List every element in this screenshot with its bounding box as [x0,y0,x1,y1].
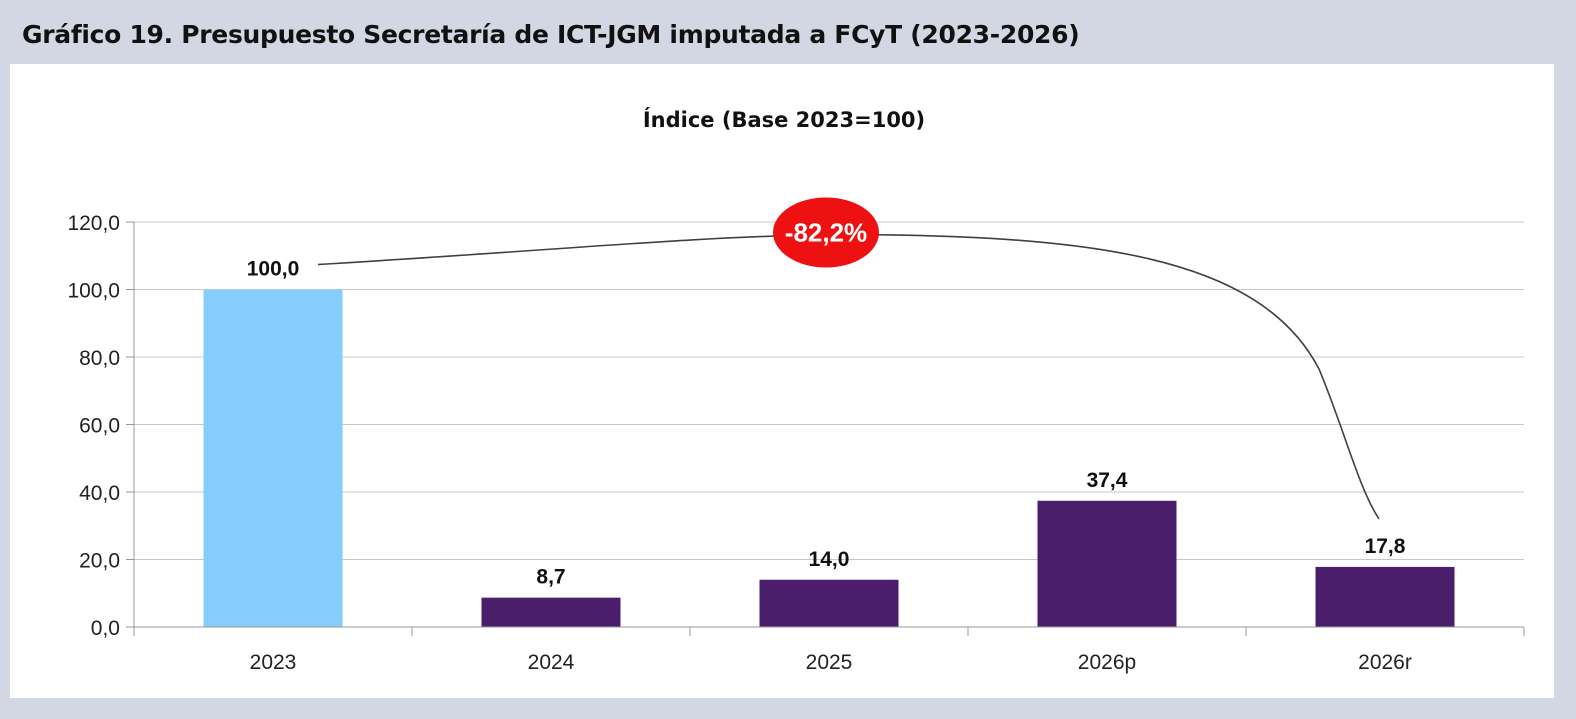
bars [203,289,1455,627]
y-tick-label: 0,0 [91,617,120,640]
y-tick-label: 40,0 [79,482,120,505]
y-tick-label: 100,0 [67,280,120,303]
bar-2026r [1315,566,1455,627]
y-axis-tick-labels: 0,0 20,0 40,0 60,0 80,0 100,0 120,0 [67,212,120,640]
data-label-2026p: 37,4 [1087,469,1128,492]
y-tick-label: 60,0 [79,415,120,438]
bar-2026p [1037,500,1177,627]
bar-2024 [481,597,621,627]
x-tick-label-2024: 2024 [528,651,575,674]
y-tick-label: 20,0 [79,550,120,573]
data-label-2026r: 17,8 [1365,535,1406,558]
x-tick-label-2026p: 2026p [1078,651,1136,674]
chart-title: Índice (Base 2023=100) [643,107,925,132]
change-badge-text: -82,2% [785,218,867,248]
change-annotation: -82,2% [317,197,1380,520]
data-label-2025: 14,0 [809,548,850,571]
figure-heading: Gráfico 19. Presupuesto Secretaría de IC… [22,20,1080,49]
data-label-2023: 100,0 [247,258,300,281]
data-label-2024: 8,7 [536,566,565,589]
y-tick-label: 80,0 [79,347,120,370]
x-tick-label-2025: 2025 [806,651,853,674]
change-badge [773,197,879,268]
y-tick-label: 120,0 [67,212,120,235]
x-tick-label-2023: 2023 [250,651,297,674]
x-tick-label-2026r: 2026r [1358,651,1412,674]
data-labels: 100,0 8,7 14,0 37,4 17,8 [247,258,1406,589]
bar-2025 [759,579,899,627]
x-axis: 2023 2024 2025 2026p 2026r [133,626,1525,674]
bar-2023 [203,289,343,627]
connector-line [317,233,1380,520]
